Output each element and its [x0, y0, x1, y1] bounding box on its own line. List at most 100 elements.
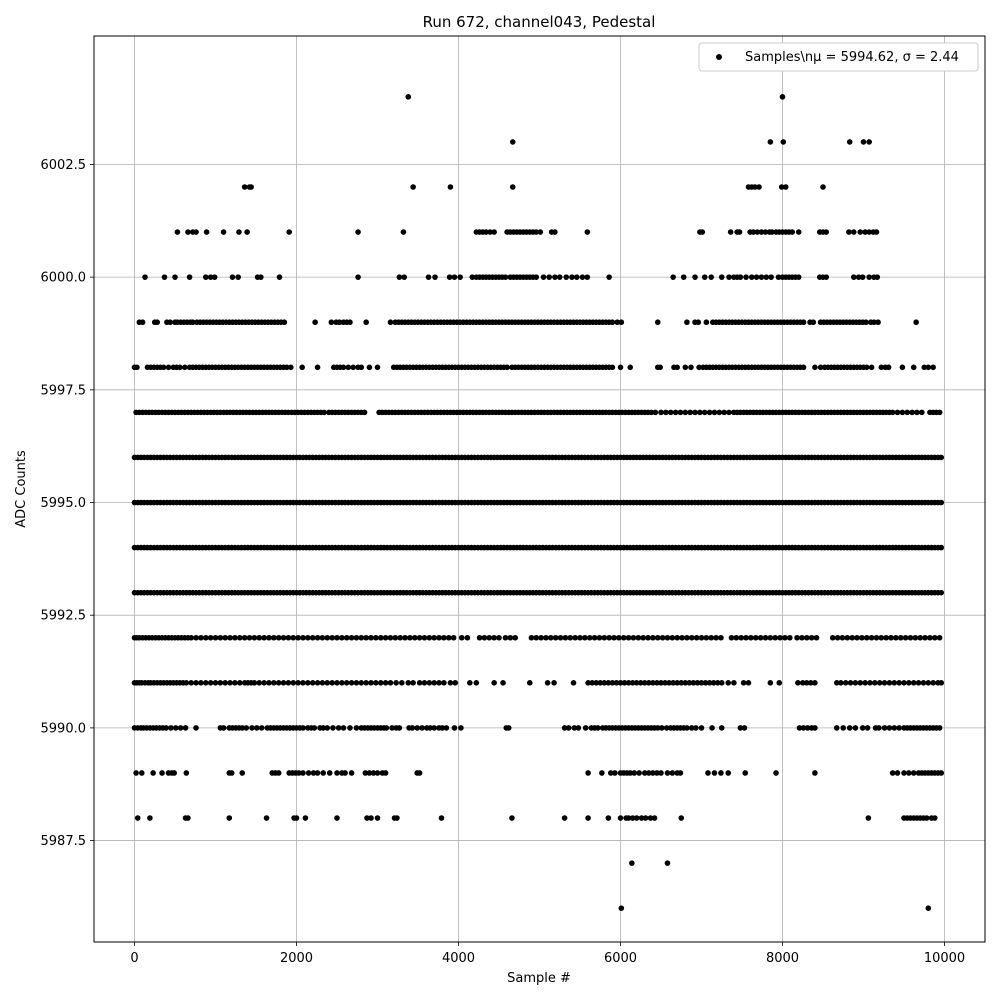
data-point: [904, 409, 911, 416]
data-point: [629, 815, 636, 821]
data-point: [736, 229, 743, 235]
data-point: [731, 680, 737, 686]
data-point: [377, 680, 384, 686]
data-point: [389, 725, 395, 731]
data-point: [309, 634, 316, 641]
data-point: [609, 319, 616, 326]
data-point: [684, 634, 690, 641]
x-tick-label: 0: [130, 951, 138, 966]
data-point: [852, 725, 859, 731]
data-point: [410, 184, 416, 190]
data-point: [496, 634, 502, 641]
data-point: [800, 364, 807, 371]
data-point: [229, 274, 236, 280]
data-point: [591, 634, 598, 641]
data-point: [777, 634, 783, 641]
data-point: [261, 680, 267, 686]
data-point: [740, 680, 747, 686]
data-point: [183, 680, 190, 686]
data-point: [405, 94, 412, 100]
data-point: [756, 184, 762, 190]
data-point: [188, 680, 194, 686]
data-point: [804, 680, 810, 686]
data-point: [467, 680, 473, 686]
data-point: [451, 725, 458, 731]
data-point: [711, 770, 718, 776]
data-point: [896, 725, 902, 731]
data-point: [504, 364, 510, 371]
data-point: [795, 274, 802, 280]
data-point: [347, 725, 353, 731]
data-point: [392, 634, 399, 641]
data-point: [646, 770, 652, 776]
data-point: [716, 409, 723, 416]
data-point: [443, 725, 450, 731]
data-point: [677, 409, 684, 416]
data-point: [334, 770, 340, 776]
data-point: [432, 274, 438, 280]
data-point: [902, 634, 909, 641]
data-point: [258, 274, 264, 280]
data-point: [244, 229, 250, 235]
data-point: [698, 680, 705, 686]
data-point: [839, 634, 846, 641]
data-point: [883, 634, 889, 641]
data-point: [509, 139, 516, 145]
data-point: [305, 680, 311, 686]
data-point: [609, 364, 616, 371]
data-point: [862, 229, 868, 235]
data-point: [799, 634, 805, 641]
data-point: [314, 634, 321, 641]
data-point: [562, 634, 569, 641]
data-point: [319, 680, 326, 686]
data-point: [509, 815, 515, 821]
data-point: [607, 770, 614, 776]
legend-box: [698, 42, 979, 72]
data-point: [314, 680, 321, 686]
data-point: [217, 634, 224, 641]
data-point: [582, 634, 588, 641]
data-point: [134, 815, 141, 821]
data-point: [873, 634, 880, 641]
data-point: [355, 274, 361, 280]
data-point: [345, 364, 352, 371]
data-point: [305, 634, 311, 641]
data-point: [399, 680, 405, 686]
data-point: [447, 184, 454, 190]
data-point: [290, 634, 297, 641]
data-point: [227, 680, 233, 686]
data-point: [362, 770, 369, 776]
data-point: [669, 770, 676, 776]
data-point: [708, 274, 715, 280]
data-point: [907, 634, 914, 641]
data-point: [842, 680, 849, 686]
data-point: [642, 680, 648, 686]
y-tick-label: 6002.5: [41, 158, 87, 173]
data-point: [300, 725, 306, 731]
data-point: [374, 364, 381, 371]
data-point: [743, 634, 749, 641]
data-point: [910, 770, 917, 776]
data-point: [614, 319, 621, 326]
data-point: [762, 229, 769, 235]
data-point: [938, 680, 945, 686]
data-point: [464, 634, 471, 641]
data-point: [938, 770, 945, 776]
data-point: [878, 364, 885, 371]
data-point: [416, 634, 423, 641]
data-point: [285, 634, 292, 641]
data-point: [321, 409, 327, 416]
data-point: [557, 634, 564, 641]
data-point: [635, 634, 642, 641]
data-point: [621, 680, 628, 686]
data-point: [507, 634, 514, 641]
data-point: [833, 680, 840, 686]
data-point: [502, 634, 509, 641]
data-point: [310, 770, 317, 776]
data-point: [709, 725, 715, 731]
data-point: [664, 770, 671, 776]
data-point: [275, 770, 282, 776]
data-point: [718, 274, 725, 280]
data-point: [584, 274, 591, 280]
data-point: [901, 680, 907, 686]
